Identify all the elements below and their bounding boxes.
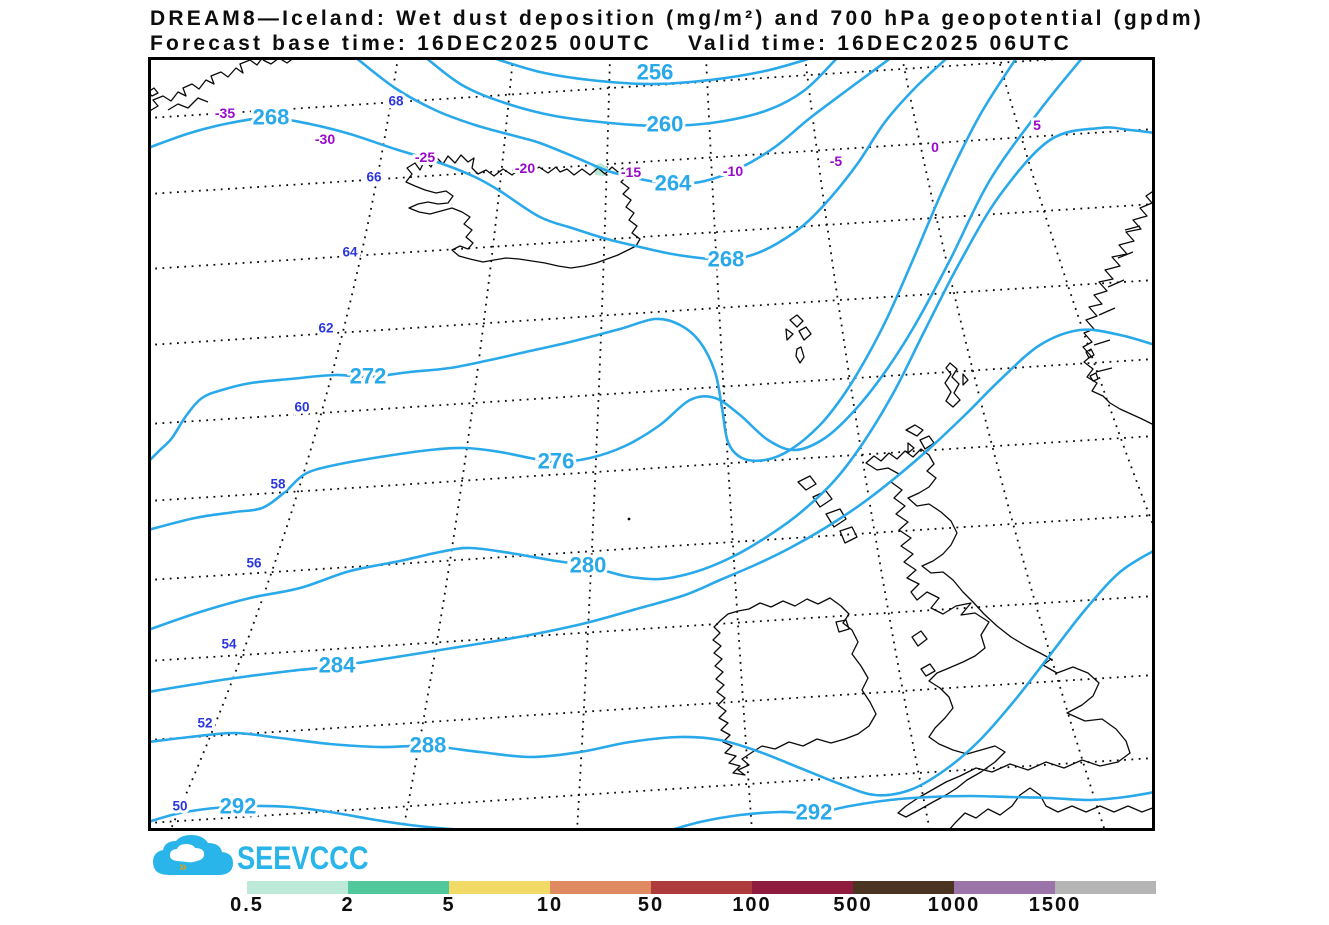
map-labels: 256 260 264 268 268 272 276 280 284 288 292 292 -35 -… [169,59,1044,828]
geopotential-contour-label: 268 [253,105,290,130]
aux-value-label: -20 [515,160,535,176]
svg-text:»: » [179,858,187,874]
legend-segment [651,881,752,894]
geopotential-contour-label: 268 [708,247,745,272]
chart-subtitle: Forecast base time: 16DEC2025 00UTC Vali… [150,32,1073,55]
map-layers: 256 260 264 268 268 272 276 280 284 288 292 292 -35 -… [150,59,1153,829]
graticule [150,59,1153,829]
latitude-label: 54 [221,637,237,652]
legend-segment [247,881,348,894]
geopotential-contour-label: 284 [319,653,356,678]
seevccc-logo-text: SEEVCCC [237,840,369,876]
legend-tick-label: 500 [833,894,873,916]
legend-tick-label: 1000 [927,894,981,916]
aux-value-label: 5 [1033,117,1041,133]
map-border [148,57,1155,831]
legend-segment [954,881,1055,894]
rockall-islet [627,517,631,521]
aux-value-label: -10 [723,163,743,179]
geopotential-contour-label: 256 [637,60,674,85]
latitude-label: 60 [294,400,309,415]
geopotential-contour-label: 260 [647,112,684,137]
geopotential-contour-label: 272 [350,364,387,389]
forecast-map: 256 260 264 268 268 272 276 280 284 288 292 292 -35 -… [148,57,1155,831]
coastlines [150,59,1153,829]
latitude-label: 56 [246,556,262,571]
aux-value-label: -15 [621,164,641,180]
legend-tick-label: 0.5 [230,894,264,916]
legend-tick-label: 5 [442,894,456,916]
geopotential-contour-label: 288 [410,733,447,758]
legend-segment [449,881,550,894]
legend-tick-label: 2 [341,894,355,916]
latitude-label: 66 [366,170,382,185]
legend-segment [348,881,449,894]
legend-segment [853,881,954,894]
geopotential-contours [150,59,1153,829]
geopotential-contour-label: 276 [538,449,575,474]
legend-tick-label: 100 [732,894,772,916]
seevccc-cloud-icon: » [153,835,233,875]
aux-value-label: -35 [215,105,235,121]
legend-segment [550,881,651,894]
geopotential-contour-label: 280 [570,553,607,578]
aux-value-label: 0 [931,139,939,155]
legend-segment [752,881,853,894]
legend-tick-label: 1500 [1028,894,1082,916]
aux-value-label: -5 [830,153,843,169]
latitude-label: 52 [197,716,212,731]
latitude-label: 68 [388,94,404,109]
deposition-scale-ticks: 0.5 2 5 10 50 100 500 1000 1500 [230,894,1156,920]
aux-value-label: -25 [415,149,435,165]
legend-tick-label: 10 [536,894,564,916]
latitude-label: 50 [172,799,187,814]
geopotential-contour-label: 292 [796,800,833,825]
deposition-color-scale [247,881,1156,894]
chart-title-block: DREAM8—Iceland: Wet dust deposition (mg/… [150,6,1204,56]
latitude-label: 58 [270,477,286,492]
aux-value-label: -30 [315,131,335,147]
latitude-label: 62 [318,321,333,336]
geopotential-contour-label: 292 [220,794,257,819]
legend-segment [1055,881,1156,894]
geopotential-contour-label: 264 [655,171,692,196]
legend-tick-label: 50 [637,894,665,916]
latitude-label: 64 [342,245,358,260]
chart-title: DREAM8—Iceland: Wet dust deposition (mg/… [150,7,1204,30]
